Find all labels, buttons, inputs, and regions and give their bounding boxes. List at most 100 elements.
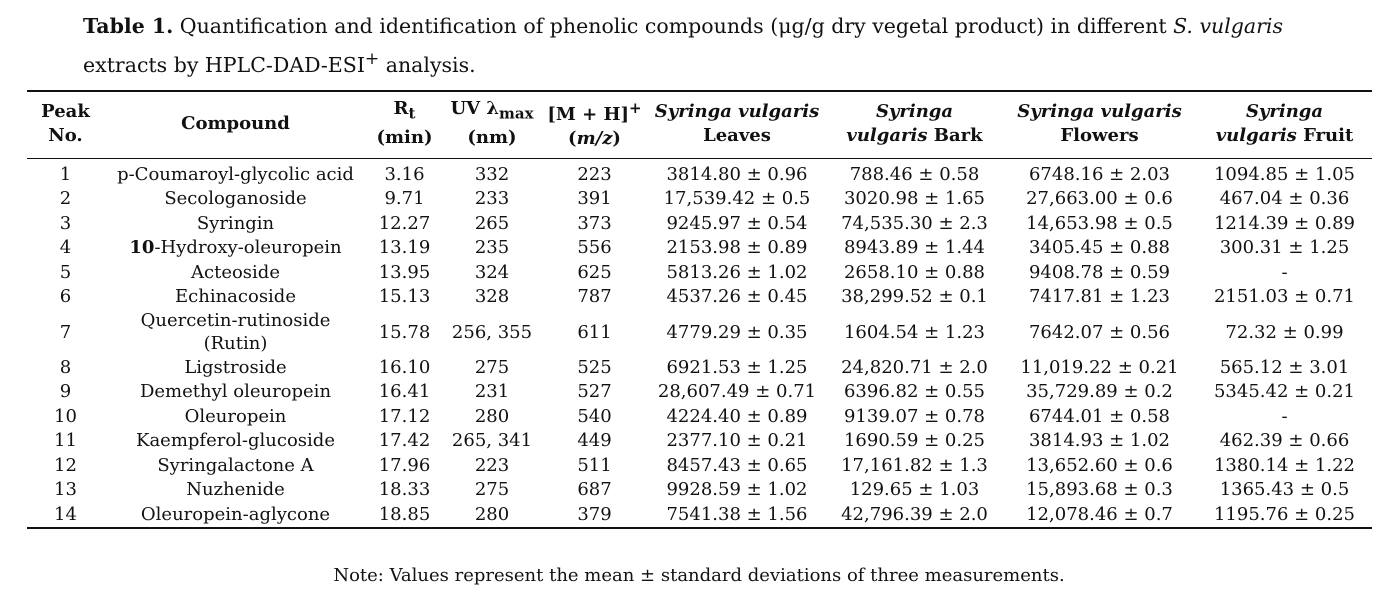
cell-mz: 379	[577, 503, 612, 525]
cell-peak: 13	[54, 479, 77, 501]
cell-leaves: 9245.97 ± 0.54	[666, 212, 808, 234]
cell-leaves: 4779.29 ± 0.35	[666, 321, 808, 343]
cell-fruit: 5345.42 ± 0.21	[1213, 381, 1356, 403]
compound-name: Oleuropein	[184, 405, 287, 427]
cell-flowers: 15,893.68 ± 0.3	[1026, 479, 1173, 501]
cell-leaves: 17,539.42 ± 0.5	[663, 188, 811, 210]
table-row: 8 Ligstroside 16.10 275 525 6921.53 ± 1.25 24,…	[27, 355, 1372, 380]
compound-bold-prefix: 10	[129, 237, 155, 259]
cell-flowers: 27,663.00 ± 0.6	[1026, 188, 1173, 210]
table-row: 11 Kaempferol-glucoside 17.42 265, 341 449 23…	[27, 429, 1372, 454]
cell-fruit: -	[1281, 405, 1288, 427]
cell-flowers: 12,078.46 ± 0.7	[1026, 503, 1173, 525]
cell-rt: 12.27	[378, 212, 431, 234]
cell-bark: 1690.59 ± 0.25	[843, 430, 986, 452]
cell-flowers: 14,653.98 ± 0.5	[1026, 212, 1173, 234]
cell-uv: 223	[474, 454, 510, 476]
cell-peak: 3	[59, 212, 72, 234]
compound-name: Acteoside	[191, 261, 280, 283]
compound-name: p-Coumaroyl-glycolic acid	[117, 163, 354, 185]
cell-peak: 10	[54, 405, 77, 427]
cell-mz: 787	[577, 286, 612, 308]
cell-flowers: 3814.93 ± 1.02	[1028, 430, 1171, 452]
header-rt: Rt (min)	[376, 98, 433, 148]
cell-mz: 525	[577, 356, 612, 378]
cell-compound: Oleuropein	[104, 404, 367, 429]
cell-peak: 7	[59, 321, 72, 343]
cell-bark: 74,535.30 ± 2.3	[841, 212, 988, 234]
table-row: 5 Acteoside 13.95 324 625 5813.26 ± 1.02 2658.…	[27, 260, 1372, 285]
cell-uv: 280	[474, 503, 510, 525]
table-row: 7 Quercetin-rutinoside (Rutin) 15.78 256, 3…	[27, 309, 1372, 355]
cell-flowers: 3405.45 ± 0.88	[1028, 237, 1171, 259]
cell-mz: 391	[577, 188, 612, 210]
cell-rt: 17.42	[378, 430, 431, 452]
cell-bark: 788.46 ± 0.58	[849, 163, 980, 185]
cell-compound: 10-Hydroxy-oleuropein	[104, 236, 367, 261]
table-note: Note: Values represent the mean ± standa…	[333, 565, 1065, 586]
table-row: 3 Syringin 12.27 265 373 9245.97 ± 0.54 74,535…	[27, 211, 1372, 236]
table-caption: Table 1. Quantification and identificati…	[83, 10, 1373, 82]
compound-name: Nuzhenide	[186, 479, 285, 501]
cell-fruit: 72.32 ± 0.99	[1225, 321, 1344, 343]
cell-rt: 18.33	[378, 479, 431, 501]
cell-fruit: 565.12 ± 3.01	[1219, 356, 1350, 378]
cell-compound: Secologanoside	[104, 187, 367, 212]
table-row: 9 Demethyl oleuropein 16.41 231 527 28,607.49…	[27, 380, 1372, 405]
table-row: 12 Syringalactone A 17.96 223 511 8457.43 ± 0…	[27, 453, 1372, 478]
cell-peak: 8	[59, 356, 72, 378]
cell-flowers: 7642.07 ± 0.56	[1028, 321, 1171, 343]
cell-fruit: 1195.76 ± 0.25	[1213, 503, 1356, 525]
table-row: 4 10-Hydroxy-oleuropein 13.19 235 556 2153.98…	[27, 236, 1372, 261]
header-bark: Syringa vulgaris Bark	[846, 100, 983, 146]
cell-mz: 223	[577, 163, 612, 185]
table-row: 6 Echinacoside 15.13 328 787 4537.26 ± 0.45 38…	[27, 285, 1372, 310]
cell-fruit: 462.39 ± 0.66	[1219, 430, 1350, 452]
cell-peak: 14	[54, 503, 77, 525]
compound-name: Secologanoside	[164, 188, 307, 210]
cell-rt: 15.78	[378, 321, 431, 343]
caption-text-2: extracts by HPLC-DAD-ESI	[83, 52, 365, 77]
cell-rt: 16.41	[378, 381, 431, 403]
header-fruit: Syringa vulgaris Fruit	[1215, 100, 1354, 146]
cell-fruit: 467.04 ± 0.36	[1219, 188, 1350, 210]
cell-rt: 13.95	[378, 261, 431, 283]
cell-uv: 233	[474, 188, 510, 210]
compound-name: -Hydroxy-oleuropein	[154, 237, 342, 259]
cell-mz: 373	[577, 212, 612, 234]
caption-species: S. vulgaris	[1173, 14, 1284, 38]
cell-rt: 3.16	[384, 163, 425, 185]
phenolic-compounds-table: Peak No. Compound Rt (min) UV λmax (nm) [M…	[27, 90, 1372, 529]
cell-compound: Ligstroside	[104, 355, 367, 380]
cell-bark: 42,796.39 ± 2.0	[841, 503, 988, 525]
compound-name: Oleuropein-aglycone	[140, 503, 331, 525]
cell-peak: 9	[59, 381, 72, 403]
caption-text-3: analysis.	[379, 52, 476, 77]
cell-fruit: 1380.14 ± 1.22	[1213, 454, 1356, 476]
cell-flowers: 6748.16 ± 2.03	[1028, 163, 1171, 185]
cell-fruit: 2151.03 ± 0.71	[1213, 286, 1356, 308]
cell-rt: 17.96	[378, 454, 431, 476]
cell-peak: 12	[54, 454, 77, 476]
cell-uv: 280	[474, 405, 510, 427]
cell-uv: 324	[474, 261, 510, 283]
cell-flowers: 11,019.22 ± 0.21	[1020, 356, 1179, 378]
cell-flowers: 6744.01 ± 0.58	[1028, 405, 1171, 427]
cell-fruit: 300.31 ± 1.25	[1219, 237, 1350, 259]
cell-leaves: 8457.43 ± 0.65	[666, 454, 808, 476]
cell-leaves: 2153.98 ± 0.89	[666, 237, 808, 259]
cell-bark: 24,820.71 ± 2.0	[841, 356, 988, 378]
table-header-row: Peak No. Compound Rt (min) UV λmax (nm) [M…	[27, 91, 1372, 159]
cell-peak: 2	[59, 188, 72, 210]
cell-uv: 275	[474, 356, 510, 378]
compound-name: Ligstroside	[184, 356, 287, 378]
cell-leaves: 7541.38 ± 1.56	[666, 503, 808, 525]
compound-name: Demethyl oleuropein	[139, 381, 332, 403]
cell-bark: 38,299.52 ± 0.1	[841, 286, 988, 308]
cell-leaves: 9928.59 ± 1.02	[666, 479, 808, 501]
cell-flowers: 7417.81 ± 1.23	[1028, 286, 1171, 308]
cell-bark: 8943.89 ± 1.44	[843, 237, 986, 259]
header-peak: Peak No.	[41, 100, 90, 146]
cell-leaves: 5813.26 ± 1.02	[666, 261, 808, 283]
cell-leaves: 28,607.49 ± 0.71	[657, 381, 817, 403]
